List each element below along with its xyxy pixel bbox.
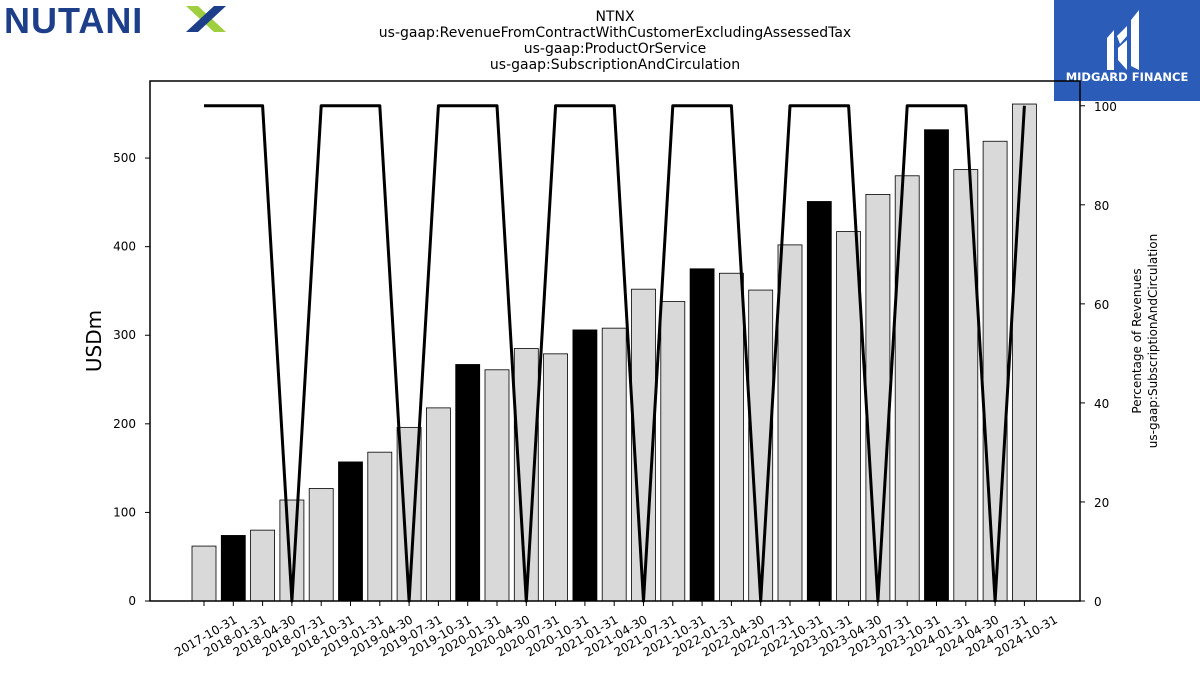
bar	[601, 327, 627, 602]
chart-title-line: us-gaap:SubscriptionAndCirculation	[490, 57, 740, 73]
bar	[777, 244, 803, 602]
bar	[338, 461, 363, 602]
chart-title-line: NTNX	[595, 9, 634, 25]
bar	[865, 193, 891, 602]
bar	[719, 272, 744, 602]
bar	[1012, 103, 1037, 602]
bar	[982, 140, 1008, 602]
percentage-line	[204, 104, 1026, 603]
chart-title-line: us-gaap:ProductOrService	[524, 41, 707, 57]
left-y-axis-ticks: 0 100 200 300 400 500	[113, 151, 150, 608]
bar	[250, 529, 276, 602]
left-y-tick-label: 400	[113, 240, 136, 254]
left-y-tick-label: 200	[113, 417, 136, 431]
left-y-tick-label: 100	[113, 505, 136, 519]
bar	[543, 353, 568, 602]
chart-title-line: us-gaap:RevenueFromContractWithCustomerE…	[379, 25, 851, 41]
right-y-axis-label-line: us-gaap:SubscriptionAndCirculation	[1146, 234, 1160, 448]
bar	[308, 488, 334, 602]
left-y-tick-label: 500	[113, 151, 136, 165]
left-y-axis-label: USDm	[82, 310, 106, 372]
bar	[220, 535, 246, 602]
x-axis-ticks: 2017-10-312018-01-312018-04-302018-07-31…	[172, 601, 1060, 659]
bar	[572, 329, 598, 602]
bar	[689, 268, 715, 602]
right-y-tick-label: 60	[1094, 298, 1109, 312]
percentage-line-series	[204, 104, 1026, 603]
chart-title: NTNX us-gaap:RevenueFromContractWithCust…	[379, 9, 851, 73]
nutanix-logo: NUTANI	[4, 0, 226, 40]
left-y-tick-label: 0	[128, 594, 136, 608]
plot-frame	[149, 80, 1081, 602]
right-y-tick-label: 80	[1094, 199, 1109, 213]
bar	[806, 201, 832, 602]
bar-series	[191, 103, 1037, 602]
bar	[425, 407, 451, 602]
bar	[455, 364, 481, 602]
left-y-tick-label: 300	[113, 328, 136, 342]
right-y-tick-label: 100	[1094, 100, 1117, 114]
right-y-tick-label: 20	[1094, 496, 1109, 510]
chart-axes	[149, 80, 1081, 602]
bar	[660, 301, 686, 602]
bar	[836, 231, 861, 602]
right-y-tick-label: 0	[1094, 595, 1102, 609]
nutanix-logo-text: NUTANI	[4, 0, 143, 40]
bar	[191, 545, 217, 602]
bar	[367, 451, 393, 602]
midgard-finance-logo-text: MIDGARD FINANCE	[1066, 70, 1189, 84]
bar	[484, 369, 510, 602]
right-y-axis-label-line: Percentage of Revenues	[1130, 268, 1144, 413]
nutanix-x-accent-icon	[186, 6, 226, 32]
midgard-finance-emblem-icon	[1107, 10, 1139, 70]
midgard-finance-logo: MIDGARD FINANCE	[1054, 0, 1200, 101]
right-y-tick-label: 40	[1094, 397, 1109, 411]
bar	[924, 129, 949, 602]
right-y-axis-ticks: 0 20 40 60 80 100	[1080, 100, 1117, 609]
